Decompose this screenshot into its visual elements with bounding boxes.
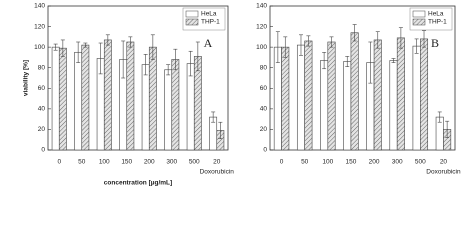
bar	[373, 39, 382, 151]
plot-frame	[47, 5, 229, 151]
bar	[304, 40, 313, 151]
bar	[81, 44, 90, 151]
y-tick-label: 140	[256, 3, 267, 10]
legend-swatch	[185, 18, 199, 26]
y-tick-label: 60	[260, 85, 268, 92]
bar	[281, 46, 290, 151]
x-tick-label: 50	[301, 159, 309, 166]
plot-frame	[269, 5, 456, 151]
x-tick-label: 200	[369, 159, 380, 166]
y-tick-label: 40	[260, 106, 268, 113]
y-tick-label: 80	[260, 64, 268, 71]
y-tick-label: 40	[38, 106, 46, 113]
x-tick-label: 100	[322, 159, 333, 166]
legend-swatch	[412, 18, 426, 26]
bar	[327, 41, 336, 151]
panel-label: A	[204, 36, 213, 50]
y-tick-label: 0	[263, 147, 267, 154]
y-tick-label: 120	[256, 23, 267, 30]
bar	[51, 46, 60, 151]
x-tick-label: 300	[392, 159, 403, 166]
bar	[74, 51, 83, 151]
y-tick-label: 100	[256, 44, 267, 51]
panel-label: B	[431, 36, 439, 50]
legend-label: HeLa	[428, 11, 444, 18]
bar	[58, 47, 67, 151]
group-label: Doxorubicin	[200, 169, 235, 176]
bar	[164, 69, 173, 151]
x-tick-label: 0	[57, 159, 61, 166]
bar	[171, 59, 180, 151]
bar	[103, 39, 112, 151]
bar	[186, 63, 195, 151]
bar	[126, 41, 135, 151]
bar	[148, 46, 157, 151]
x-tick-label: 200	[144, 159, 155, 166]
legend-swatch	[412, 10, 426, 18]
x-tick-label: 20	[440, 159, 448, 166]
bar	[320, 60, 329, 151]
y-tick-label: 140	[34, 3, 45, 10]
bar	[396, 37, 405, 151]
y-tick-label: 20	[260, 126, 268, 133]
x-tick-label: 20	[213, 159, 221, 166]
bar	[389, 60, 398, 151]
y-tick-label: 60	[38, 85, 46, 92]
group-label: Doxorubicin	[426, 169, 461, 176]
figure: 0 20 40 60 80 100 120 140 viability [%] 0 50 100 150…	[23, 3, 461, 187]
bar	[141, 64, 150, 151]
y-tick-label: 20	[38, 126, 46, 133]
legend-label: THP-1	[428, 19, 447, 26]
x-tick-label: 500	[189, 159, 200, 166]
x-tick-label: 150	[346, 159, 357, 166]
y-axis-title: viability [%]	[23, 60, 30, 96]
legend-swatch	[185, 10, 199, 18]
x-tick-label: 500	[415, 159, 426, 166]
bar	[420, 38, 429, 151]
x-tick-label: 100	[99, 159, 110, 166]
y-tick-label: 80	[38, 64, 46, 71]
y-tick-label: 120	[34, 23, 45, 30]
legend-label: HeLa	[201, 11, 217, 18]
bar	[343, 61, 352, 151]
x-tick-label: 50	[78, 159, 86, 166]
x-axis-title: concentration [µg/mL]	[104, 180, 172, 187]
y-tick-label: 0	[41, 147, 45, 154]
legend-label: THP-1	[201, 19, 220, 26]
bar	[412, 45, 421, 151]
x-tick-label: 300	[166, 159, 177, 166]
x-tick-label: 0	[280, 159, 284, 166]
bar	[296, 44, 305, 151]
x-tick-label: 150	[121, 159, 132, 166]
y-tick-label: 100	[34, 44, 45, 51]
bar	[350, 32, 359, 151]
